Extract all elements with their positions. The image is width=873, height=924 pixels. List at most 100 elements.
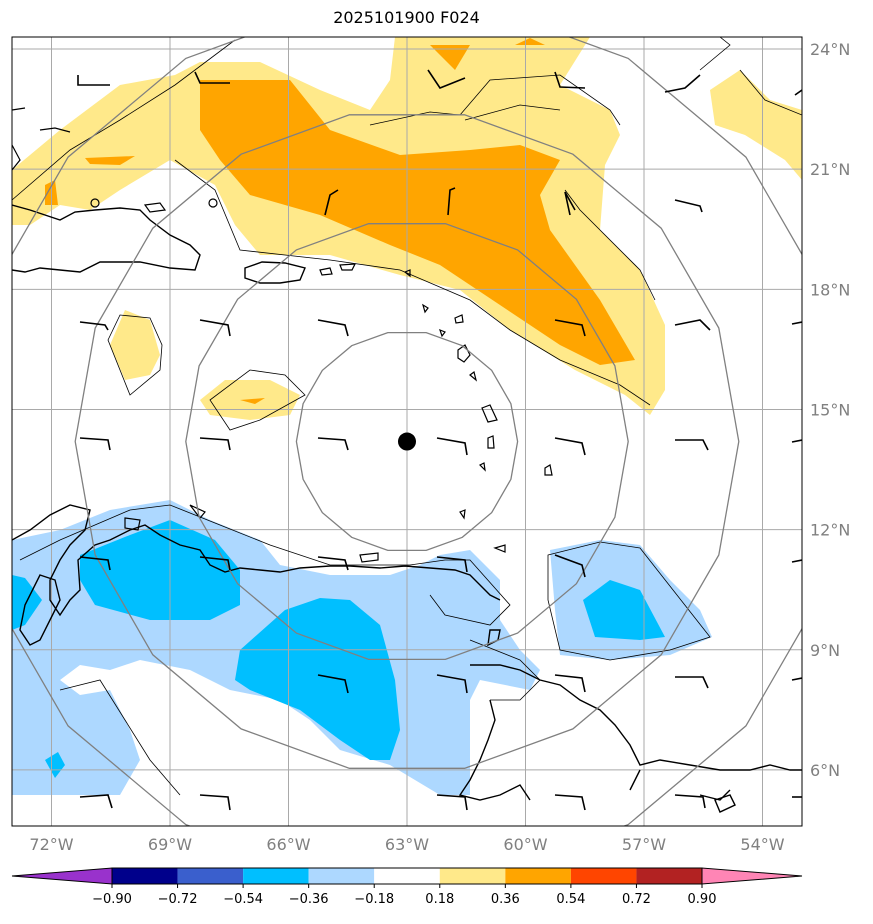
island-barbados [544,464,553,476]
neg-mod-area-central [235,598,400,760]
wind-barb [675,439,709,451]
range-ring [74,114,740,769]
pos-mod-area-small-2 [515,38,545,45]
longitude-labels: 72°W 69°W 66°W 63°W 60°W 57°W 54°W [29,835,784,854]
lat-label: 21°N [810,160,850,179]
island-bahamas [12,107,71,171]
lon-label: 54°W [740,835,784,854]
map-frame [11,36,803,827]
colorbar-tick-label: 0.90 [688,892,717,907]
colorbar-tick-label: −0.72 [158,892,198,907]
lon-label: 69°W [148,835,192,854]
wind-barb [317,319,349,337]
colorbar-swatch [177,868,244,884]
island-martinique [481,404,498,423]
wind-barb [791,439,802,443]
island-turks [143,202,167,213]
wind-barb [199,794,231,811]
range-rings [12,37,802,826]
wind-barb [554,554,586,578]
wind-barb [436,437,468,456]
wind-barb [199,319,231,337]
wind-barb [436,556,468,573]
wind-barb [791,677,802,681]
contour-north [12,37,802,406]
colorbar-swatch [112,868,178,884]
colorbar-tick-label: 0.18 [425,892,454,907]
colorbar-tick-label: −0.90 [92,892,132,907]
pos-weak-area-north [12,37,665,415]
map-title: 2025101900 F024 [333,8,480,27]
pos-weak-area-northeast [710,70,802,180]
island-mona [208,198,218,208]
wind-barb [79,794,113,809]
wind-barb [79,556,111,571]
lon-label: 66°W [266,835,310,854]
colorbar: −0.90 −0.72 −0.54 −0.36 −0.18 0.18 0.36 0.54 0.7… [11,867,803,907]
islands [12,107,553,563]
lat-label: 12°N [810,521,850,540]
wind-barb [564,191,576,216]
contour-central-west [107,314,163,396]
wind-barb [675,676,709,689]
coast-florida-keys-small [714,794,736,813]
coast-guyana [470,664,802,771]
pos-mod-area-small-3 [85,156,135,165]
colorbar-tick-label: −0.54 [223,892,263,907]
wind-barb [791,321,802,325]
range-ring [12,37,802,826]
pos-mod-area-north [200,80,635,365]
wind-barb [317,556,349,571]
wind-barbs [77,69,802,811]
colorbar-outline [111,867,703,885]
colorbar-swatch [308,868,375,884]
coast-puerto-rico [244,261,306,284]
lat-label: 6°N [810,761,840,780]
wind-barb [664,74,701,93]
lon-label: 57°W [622,835,666,854]
lon-label: 63°W [385,835,429,854]
pos-mod-area-small-1 [430,45,470,70]
wind-barb [317,437,349,451]
wind-barb [199,437,231,451]
lat-label: 15°N [810,400,850,419]
wind-barb [554,794,586,811]
island-montserrat [439,328,446,338]
storm-center-marker [398,432,416,451]
wind-barb [447,187,456,216]
colorbar-swatch [374,868,440,884]
colorbar-extend-high [701,867,803,885]
wind-barb [436,674,468,694]
island-margarita [359,552,379,563]
island-st-vincent [478,462,486,472]
lat-label: 9°N [810,641,840,660]
island-navassa [90,198,100,208]
island-virgin-1 [319,267,333,276]
coast-south-inland [458,699,731,801]
wind-barb [79,437,111,451]
colorbar-tick-label: −0.36 [289,892,329,907]
island-dominica [469,370,478,382]
wind-barb [194,71,230,84]
wind-barb [79,321,109,331]
island-tobago [493,544,506,553]
range-ring [185,223,629,661]
wind-barb [791,559,802,563]
wind-barb [554,437,586,456]
wind-barb [436,794,468,811]
contour-east-south [547,541,711,661]
coast-south-america-west [12,504,501,617]
island-saba [422,303,429,314]
colorbar-swatch [505,868,571,884]
island-st-lucia [487,435,495,449]
colorbar-tick-label: 0.54 [556,892,585,907]
neg-mod-area-west [80,520,240,620]
wind-barb [324,189,339,216]
neg-mod-area-small [45,752,65,778]
coast-hispaniola [12,204,201,273]
coast-lake-maracaibo [19,574,61,646]
colorbar-swatch [570,868,637,884]
wind-barb [794,89,802,96]
map-plot-area [12,37,802,826]
contour-lines [12,37,802,796]
